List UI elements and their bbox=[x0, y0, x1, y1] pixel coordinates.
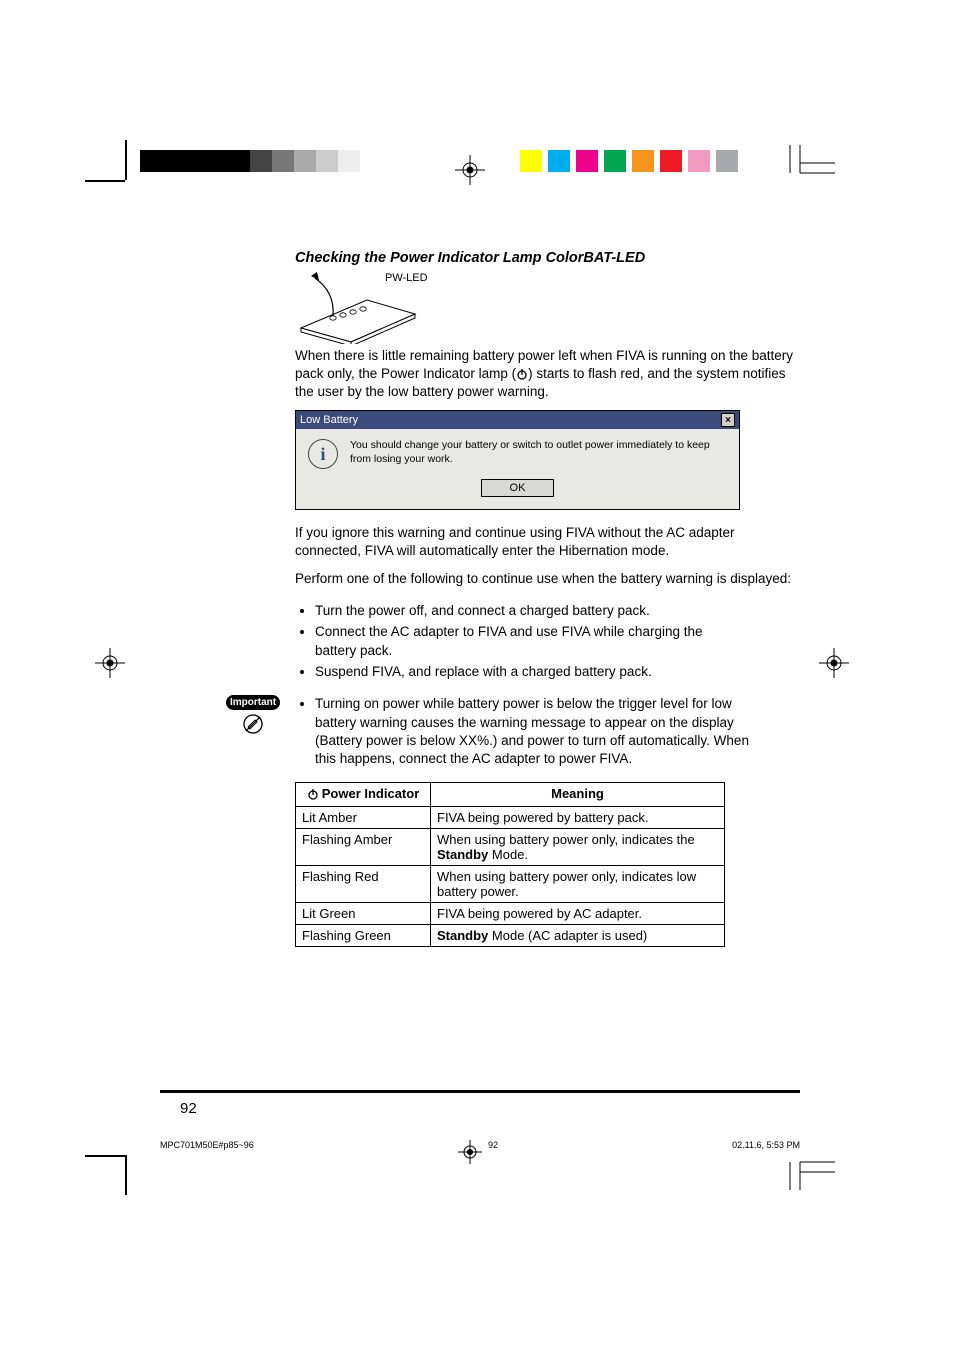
table-row: Lit GreenFIVA being powered by AC adapte… bbox=[296, 903, 725, 925]
dialog-title-text: Low Battery bbox=[300, 414, 358, 426]
table-header-text: Power Indicator bbox=[322, 786, 420, 801]
important-block: Important Turning on power while battery… bbox=[160, 695, 800, 768]
table-cell: FIVA being powered by battery pack. bbox=[431, 807, 725, 829]
power-icon bbox=[516, 368, 528, 380]
paragraph: When there is little remaining battery p… bbox=[295, 347, 800, 400]
no-write-icon bbox=[242, 713, 264, 735]
print-footer: MPC701M50E#p85~96 92 02.11.6, 5:53 PM bbox=[160, 1140, 800, 1150]
crop-corner bbox=[780, 1150, 840, 1190]
important-badge: Important bbox=[226, 695, 280, 710]
close-icon[interactable]: × bbox=[721, 413, 735, 427]
footer-left: MPC701M50E#p85~96 bbox=[160, 1140, 254, 1150]
swatch bbox=[250, 150, 272, 172]
table-cell: Lit Green bbox=[296, 903, 431, 925]
table-header: Meaning bbox=[431, 783, 725, 807]
paragraph: If you ignore this warning and continue … bbox=[295, 524, 800, 560]
table-header: Power Indicator bbox=[296, 783, 431, 807]
dialog-message: You should change your battery or switch… bbox=[350, 439, 727, 469]
table-cell: Flashing Red bbox=[296, 866, 431, 903]
table-cell: When using battery power only, indicates… bbox=[431, 829, 725, 866]
important-item: Turning on power while battery power is … bbox=[315, 695, 800, 768]
registration-mark-icon bbox=[95, 648, 125, 678]
swatch bbox=[140, 150, 162, 172]
table-row: Flashing GreenStandby Mode (AC adapter i… bbox=[296, 925, 725, 947]
list-item: Suspend FIVA, and replace with a charged… bbox=[315, 663, 800, 682]
table-cell: Standby Mode (AC adapter is used) bbox=[431, 925, 725, 947]
table-row: Flashing RedWhen using battery power onl… bbox=[296, 866, 725, 903]
power-icon bbox=[307, 788, 319, 800]
swatch bbox=[294, 150, 316, 172]
swatch bbox=[632, 150, 654, 172]
ok-button[interactable]: OK bbox=[481, 479, 555, 497]
pwled-label: PW-LED bbox=[385, 272, 428, 284]
table-cell: FIVA being powered by AC adapter. bbox=[431, 903, 725, 925]
list-item: Connect the AC adapter to FIVA and use F… bbox=[315, 623, 800, 661]
info-icon: i bbox=[308, 439, 338, 469]
pwled-figure: PW-LED bbox=[295, 272, 800, 347]
table-row: Flashing AmberWhen using battery power o… bbox=[296, 829, 725, 866]
swatch bbox=[548, 150, 570, 172]
footer-center: 92 bbox=[488, 1140, 498, 1150]
table-cell: Flashing Green bbox=[296, 925, 431, 947]
swatch bbox=[228, 150, 250, 172]
section-heading: Checking the Power Indicator Lamp ColorB… bbox=[295, 250, 800, 266]
footer-rule bbox=[160, 1090, 800, 1093]
page-number: 92 bbox=[180, 1100, 197, 1117]
swatch bbox=[576, 150, 598, 172]
crop-corner bbox=[780, 145, 840, 185]
table-cell: Lit Amber bbox=[296, 807, 431, 829]
swatch bbox=[162, 150, 184, 172]
swatch bbox=[360, 150, 382, 172]
swatch bbox=[272, 150, 294, 172]
crop-mark bbox=[85, 1155, 125, 1157]
swatch bbox=[316, 150, 338, 172]
swatch bbox=[338, 150, 360, 172]
page-content: Checking the Power Indicator Lamp ColorB… bbox=[160, 250, 800, 947]
color-bar-left bbox=[140, 150, 382, 170]
swatch bbox=[660, 150, 682, 172]
crop-mark bbox=[125, 140, 127, 180]
power-indicator-table: Power Indicator Meaning Lit AmberFIVA be… bbox=[295, 782, 725, 947]
swatch bbox=[206, 150, 228, 172]
table-cell: Flashing Amber bbox=[296, 829, 431, 866]
swatch bbox=[688, 150, 710, 172]
registration-mark-icon bbox=[455, 155, 485, 185]
color-bar-right bbox=[520, 150, 744, 170]
low-battery-dialog: Low Battery × i You should change your b… bbox=[295, 410, 740, 510]
table-cell: When using battery power only, indicates… bbox=[431, 866, 725, 903]
paragraph: Perform one of the following to continue… bbox=[295, 570, 800, 588]
swatch bbox=[520, 150, 542, 172]
table-row: Lit AmberFIVA being powered by battery p… bbox=[296, 807, 725, 829]
crop-mark bbox=[125, 1155, 127, 1195]
swatch bbox=[604, 150, 626, 172]
actions-list: Turn the power off, and connect a charge… bbox=[315, 602, 800, 682]
swatch bbox=[716, 150, 738, 172]
dialog-titlebar: Low Battery × bbox=[296, 411, 739, 429]
list-item: Turn the power off, and connect a charge… bbox=[315, 602, 800, 621]
registration-mark-icon bbox=[819, 648, 849, 678]
footer-right: 02.11.6, 5:53 PM bbox=[732, 1140, 800, 1150]
swatch bbox=[184, 150, 206, 172]
crop-mark bbox=[85, 180, 125, 182]
